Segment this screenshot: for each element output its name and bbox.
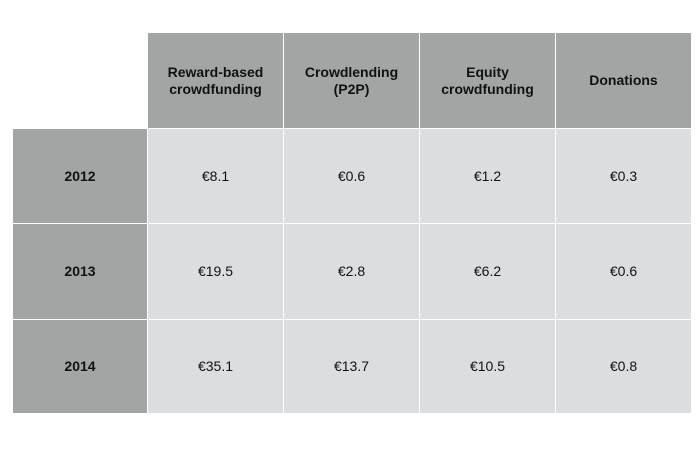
column-header-equity: Equity crowdfunding bbox=[420, 33, 555, 128]
column-header-reward-based: Reward-based crowdfunding bbox=[148, 33, 283, 128]
cell-2014-reward-based: €35.1 bbox=[148, 320, 283, 413]
crowdfunding-table: Reward-based crowdfunding Crowdlending (… bbox=[13, 33, 691, 413]
cell-2012-donations: €0.3 bbox=[556, 129, 691, 223]
cell-2014-crowdlending: €13.7 bbox=[284, 320, 419, 413]
column-header-donations: Donations bbox=[556, 33, 691, 128]
cell-2013-crowdlending: €2.8 bbox=[284, 224, 419, 319]
row-header-2012: 2012 bbox=[13, 129, 147, 223]
row-header-2014: 2014 bbox=[13, 320, 147, 413]
cell-2014-donations: €0.8 bbox=[556, 320, 691, 413]
cell-2012-reward-based: €8.1 bbox=[148, 129, 283, 223]
table-corner bbox=[13, 33, 147, 128]
cell-2013-equity: €6.2 bbox=[420, 224, 555, 319]
row-header-2013: 2013 bbox=[13, 224, 147, 319]
cell-2014-equity: €10.5 bbox=[420, 320, 555, 413]
cell-2013-donations: €0.6 bbox=[556, 224, 691, 319]
cell-2013-reward-based: €19.5 bbox=[148, 224, 283, 319]
cell-2012-crowdlending: €0.6 bbox=[284, 129, 419, 223]
cell-2012-equity: €1.2 bbox=[420, 129, 555, 223]
column-header-crowdlending: Crowdlending (P2P) bbox=[284, 33, 419, 128]
